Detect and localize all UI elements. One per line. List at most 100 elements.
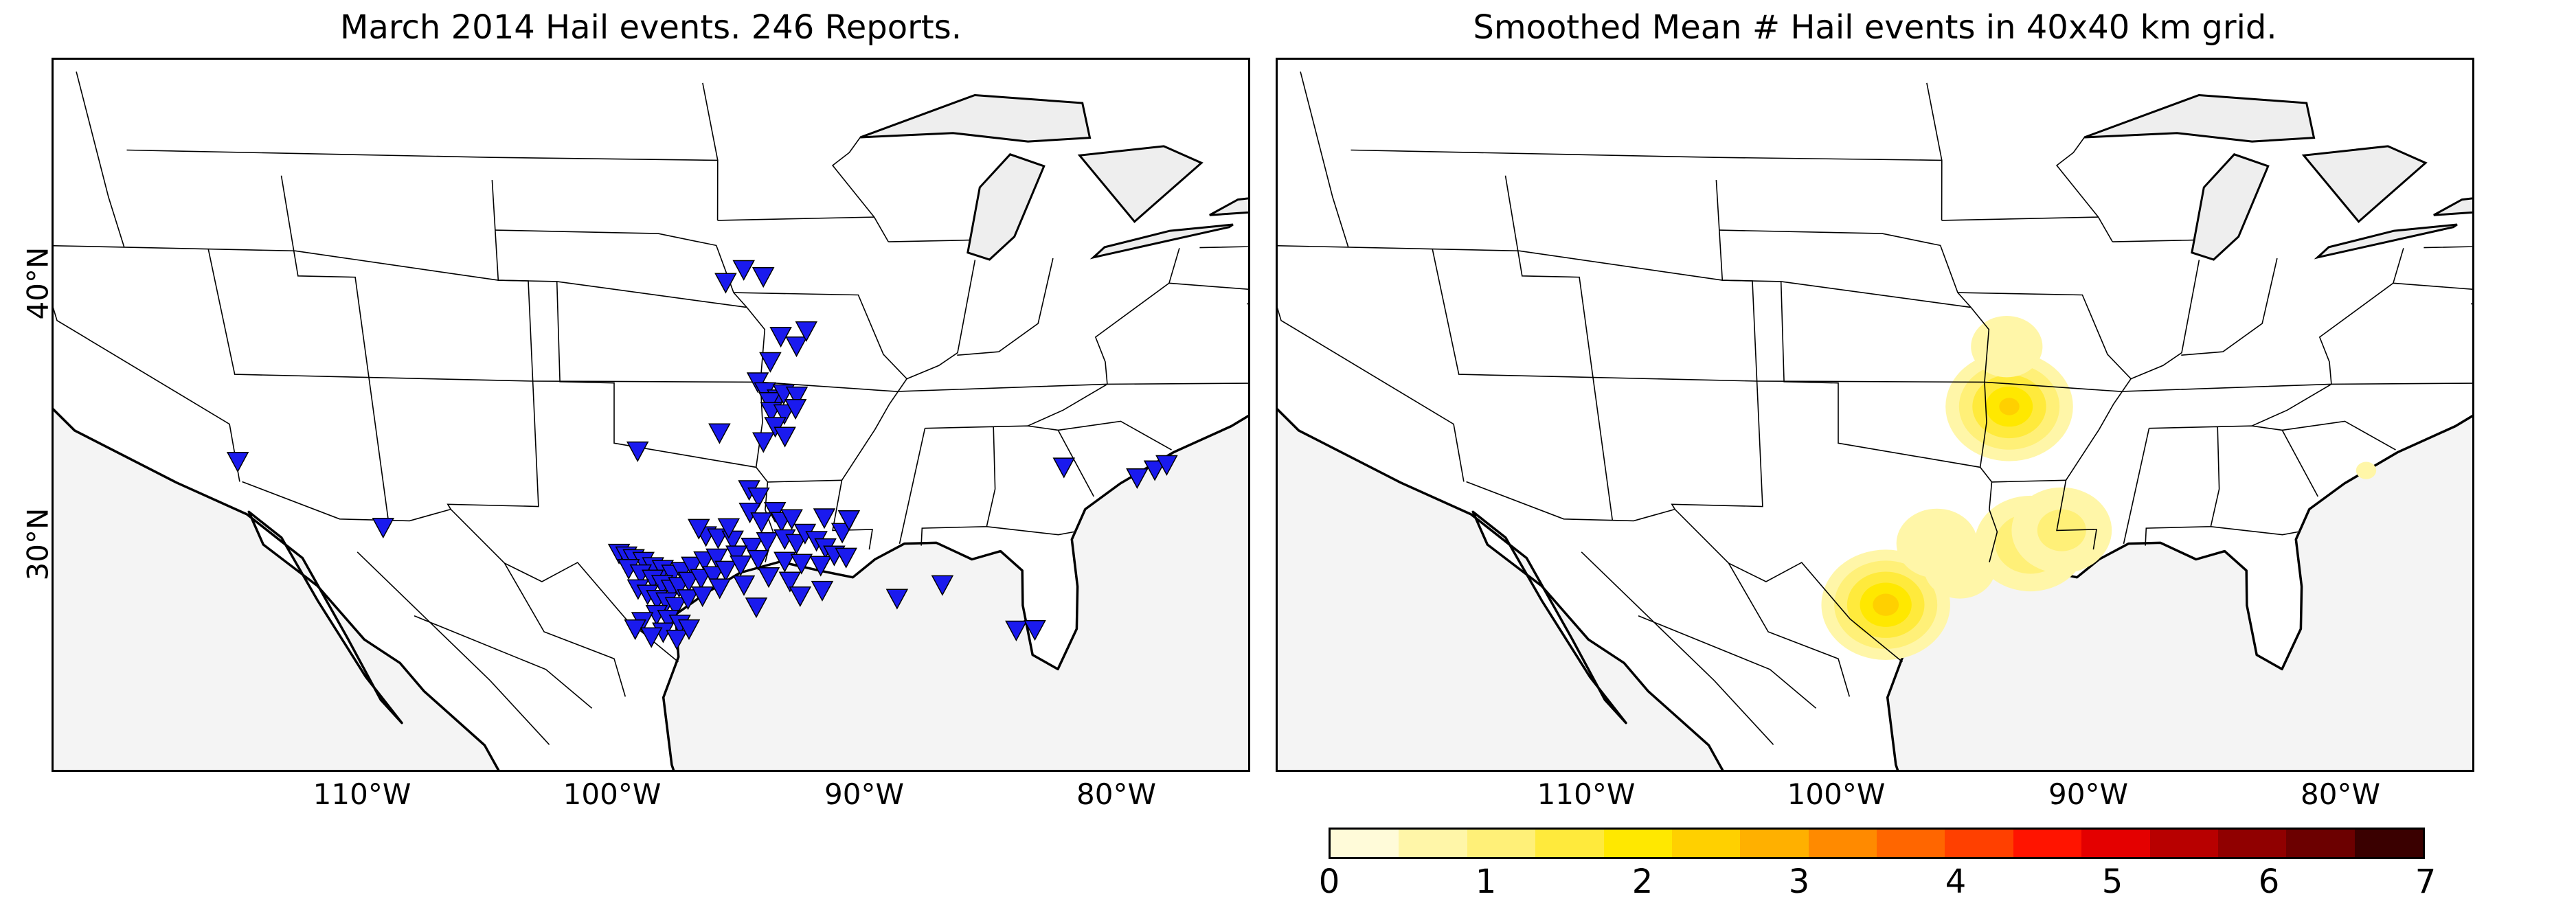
right-map-border-line: [2145, 426, 2220, 546]
colorbar-segment: [1331, 830, 1399, 857]
hail-report-marker: [690, 569, 712, 590]
colorbar-segment: [2081, 830, 2150, 857]
left-map-border-line: [126, 149, 718, 161]
hail-report-marker: [759, 352, 782, 373]
left-map-border-line: [495, 229, 766, 468]
hail-report-marker: [372, 518, 395, 539]
left-map-border-line: [733, 292, 908, 550]
lon-label-80w-right: 80°W: [2301, 777, 2380, 811]
hail-report-marker: [1143, 460, 1166, 481]
hail-report-marker: [835, 547, 857, 569]
smoothed-field-contour: [1999, 398, 2020, 415]
colorbar-segment: [1945, 830, 2013, 857]
hail-report-marker: [752, 432, 775, 453]
hail-report-marker: [732, 575, 756, 596]
lon-label-80w-left: 80°W: [1076, 777, 1156, 811]
hail-report-marker: [707, 528, 730, 549]
smoothed-hail-map: [1276, 58, 2474, 772]
colorbar-segment: [2354, 830, 2423, 857]
hail-report-marker: [693, 551, 716, 572]
left-map-border-line: [957, 258, 1054, 356]
left-map-great-lake: [1077, 145, 1204, 223]
right-map-border-line: [1957, 292, 2132, 550]
colorbar-tick-7: 7: [2415, 863, 2437, 901]
hail-report-marker: [640, 627, 663, 648]
hail-report-marker: [752, 267, 775, 288]
hail-report-marker: [790, 554, 813, 575]
hail-reports-map: [52, 58, 1250, 772]
left-map-border-line: [414, 615, 593, 709]
hail-report-marker: [677, 589, 699, 611]
hail-report-marker: [702, 566, 725, 587]
right-map-border-line: [1278, 307, 1465, 482]
colorbar-tick-0: 0: [1318, 863, 1340, 901]
hail-report-marker: [785, 386, 809, 407]
smoothed-field-contour: [1873, 593, 1899, 616]
right-map-border-line: [2393, 282, 2472, 290]
right-map-great-lake: [2083, 93, 2316, 143]
hail-report-marker: [837, 510, 861, 532]
colorbar-segment: [1467, 830, 1536, 857]
lat-label-40n: 40°N: [21, 247, 55, 320]
right-map-border-line: [1300, 71, 1349, 248]
hail-report-marker: [691, 586, 714, 608]
left-map-border-line: [357, 551, 550, 745]
left-map-border-line: [76, 71, 125, 248]
right-map-border-line: [1351, 149, 1942, 161]
left-map-border-line: [920, 426, 996, 546]
left-map-border-line: [899, 428, 926, 544]
left-map-border-line: [831, 137, 889, 242]
lon-label-110w-left: 110°W: [313, 777, 411, 811]
right-map-title: Smoothed Mean # Hail events in 40x40 km …: [1473, 8, 2277, 47]
left-map-borders: [54, 71, 1248, 745]
colorbar: [1329, 828, 2425, 859]
lon-label-100w-right: 100°W: [1787, 777, 1886, 811]
right-map-great-lake: [2314, 223, 2458, 260]
left-map-great-lake: [1089, 223, 1234, 260]
colorbar-segment: [2286, 830, 2355, 857]
right-map-border-line: [1504, 175, 1614, 521]
hail-report-marker: [732, 260, 755, 281]
hail-report-marker: [1005, 620, 1028, 641]
colorbar-segment: [2013, 830, 2082, 857]
left-map-great-lake: [859, 93, 1092, 143]
colorbar-tick-2: 2: [1631, 863, 1653, 901]
colorbar-segment: [1535, 830, 1604, 857]
right-map-great-lake: [2301, 145, 2428, 223]
left-map-border-line: [447, 180, 539, 510]
right-map-border-line: [2282, 420, 2396, 450]
hail-report-marker: [780, 509, 803, 530]
hail-report-marker: [756, 532, 779, 554]
smoothed-field-contour: [2355, 461, 2377, 479]
right-map-border-line: [1780, 281, 1998, 562]
colorbar-tick-4: 4: [1945, 863, 1967, 901]
hail-report-marker: [626, 441, 649, 462]
hail-report-marker: [688, 518, 710, 540]
left-map-border-line: [1168, 282, 1248, 290]
right-map-border-line: [1728, 562, 1851, 697]
hail-report-marker: [831, 523, 854, 544]
right-map-border-line: [2181, 258, 2278, 356]
hail-report-marker: [778, 571, 802, 593]
hail-report-marker: [666, 629, 688, 650]
hail-report-markers: [226, 260, 1178, 650]
hail-report-marker: [708, 423, 731, 444]
colorbar-segment: [1877, 830, 1945, 857]
hail-report-marker: [708, 578, 731, 600]
right-map-border-line: [1719, 229, 1990, 468]
smoothed-field-contour: [1971, 316, 2043, 378]
hail-report-marker: [226, 452, 249, 473]
hail-report-marker: [750, 512, 773, 534]
right-map-border-line: [1638, 615, 1817, 709]
left-map-title: March 2014 Hail events. 246 Reports.: [340, 8, 962, 47]
left-map-border-line: [504, 562, 626, 697]
right-map-border-line: [2130, 260, 2200, 380]
hail-report-marker: [773, 404, 796, 425]
colorbar-tick-3: 3: [1788, 863, 1810, 901]
lon-label-100w-left: 100°W: [563, 777, 662, 811]
hail-report-marker: [1024, 620, 1046, 641]
left-map-border-line: [556, 281, 774, 562]
left-map-border-line: [986, 526, 1074, 536]
right-map-border-line: [2211, 526, 2298, 536]
hail-report-marker: [745, 597, 768, 619]
